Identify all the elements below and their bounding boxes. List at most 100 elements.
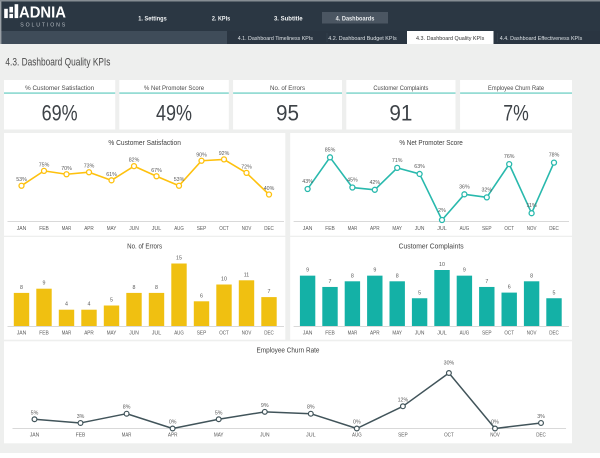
svg-text:DEC: DEC [264,330,274,336]
svg-text:APR: APR [168,433,178,439]
svg-text:JUN: JUN [415,226,425,232]
svg-text:4.3. Dashboard Quality KPIs: 4.3. Dashboard Quality KPIs [416,36,484,42]
svg-text:NOV: NOV [242,226,252,232]
svg-text:NOV: NOV [490,433,500,439]
svg-text:MAR: MAR [348,330,358,336]
svg-text:NOV: NOV [527,330,537,336]
svg-text:JAN: JAN [17,226,27,232]
svg-text:9: 9 [373,268,376,274]
svg-text:OCT: OCT [444,433,454,439]
svg-text:8%: 8% [123,405,131,411]
svg-text:8: 8 [396,273,399,279]
svg-text:JUL: JUL [306,433,316,439]
svg-text:9: 9 [463,268,466,274]
svg-text:4.1. Dashboard Timeliness KPIs: 4.1. Dashboard Timeliness KPIs [238,36,313,42]
svg-text:11%: 11% [526,203,536,209]
svg-text:FEB: FEB [325,226,335,232]
svg-text:% Customer Satisfaction: % Customer Satisfaction [25,85,94,92]
svg-text:JAN: JAN [303,226,313,232]
svg-text:5: 5 [553,290,556,296]
svg-text:5%: 5% [31,410,39,416]
svg-text:4: 4 [65,302,68,308]
svg-text:APR: APR [84,226,94,232]
svg-text:MAY: MAY [107,226,117,232]
svg-text:AUG: AUG [174,330,184,336]
svg-text:% Net Promoter Score: % Net Promoter Score [144,85,204,92]
svg-text:NOV: NOV [242,330,252,336]
svg-text:FEB: FEB [39,226,49,232]
svg-text:FEB: FEB [76,433,86,439]
svg-text:5: 5 [110,298,113,304]
svg-text:DEC: DEC [549,226,559,232]
svg-text:0%: 0% [353,420,361,426]
svg-text:AUG: AUG [460,330,470,336]
svg-text:7: 7 [329,279,332,285]
svg-text:61%: 61% [106,172,117,178]
svg-text:30%: 30% [444,361,455,367]
svg-text:% Net Promoter Score: % Net Promoter Score [399,140,463,147]
svg-text:4. Dashboards: 4. Dashboards [336,16,375,23]
svg-text:Customer Complaints: Customer Complaints [399,244,464,251]
svg-text:3%: 3% [77,414,85,420]
svg-text:91: 91 [389,101,412,126]
svg-text:95: 95 [276,101,299,126]
svg-text:FEB: FEB [325,330,335,336]
svg-text:JAN: JAN [303,330,313,336]
svg-text:JAN: JAN [17,330,27,336]
svg-text:Employee Churn Rate: Employee Churn Rate [257,348,320,355]
svg-text:5%: 5% [215,410,223,416]
svg-text:MAR: MAR [62,330,72,336]
svg-text:71%: 71% [392,158,403,164]
svg-text:SEP: SEP [197,226,207,232]
svg-text:53%: 53% [174,177,185,183]
svg-text:92%: 92% [219,151,230,157]
svg-text:3%: 3% [537,414,545,420]
svg-text:43%: 43% [302,179,313,185]
svg-text:15: 15 [176,256,182,262]
svg-text:MAR: MAR [348,226,358,232]
svg-text:67%: 67% [151,168,162,174]
svg-text:SEP: SEP [482,330,492,336]
svg-text:APR: APR [370,330,380,336]
svg-text:MAY: MAY [392,226,402,232]
svg-text:9: 9 [306,268,309,274]
svg-text:76%: 76% [504,154,515,160]
svg-text:No. of Errors: No. of Errors [270,85,306,92]
svg-text:4.4. Dashboard Effectiveness K: 4.4. Dashboard Effectiveness KPIs [500,36,583,42]
svg-text:12%: 12% [398,397,409,403]
svg-text:5: 5 [418,290,421,296]
svg-text:7: 7 [268,289,271,295]
svg-text:70%: 70% [61,166,72,172]
svg-text:0%: 0% [491,420,499,426]
svg-text:7: 7 [485,279,488,285]
svg-text:OCT: OCT [219,330,229,336]
svg-text:40%: 40% [264,186,275,192]
svg-text:MAR: MAR [122,433,132,439]
svg-text:MAY: MAY [214,433,224,439]
svg-text:2%: 2% [438,208,446,214]
svg-text:JUL: JUL [437,226,447,232]
svg-text:DEC: DEC [549,330,559,336]
svg-text:11: 11 [244,272,250,278]
svg-text:DEC: DEC [264,226,274,232]
svg-text:% Customer Satisfaction: % Customer Satisfaction [108,140,181,147]
svg-text:4: 4 [88,302,91,308]
svg-text:9: 9 [43,281,46,287]
svg-text:90%: 90% [196,152,207,158]
svg-text:JUN: JUN [129,226,139,232]
svg-text:AUG: AUG [352,433,362,439]
svg-text:DEC: DEC [536,433,546,439]
svg-text:8: 8 [133,285,136,291]
svg-text:7%: 7% [503,101,529,126]
svg-text:10: 10 [439,262,445,268]
svg-text:49%: 49% [156,101,192,126]
svg-text:4.3. Dashboard Quality KPIs: 4.3. Dashboard Quality KPIs [5,57,110,69]
svg-text:3. Subtitle: 3. Subtitle [274,16,303,23]
svg-text:OCT: OCT [219,226,229,232]
svg-text:8: 8 [155,285,158,291]
svg-text:73%: 73% [84,164,95,170]
svg-text:OCT: OCT [504,330,514,336]
svg-text:JAN: JAN [30,433,40,439]
svg-text:0%: 0% [169,420,177,426]
svg-text:69%: 69% [42,101,78,126]
